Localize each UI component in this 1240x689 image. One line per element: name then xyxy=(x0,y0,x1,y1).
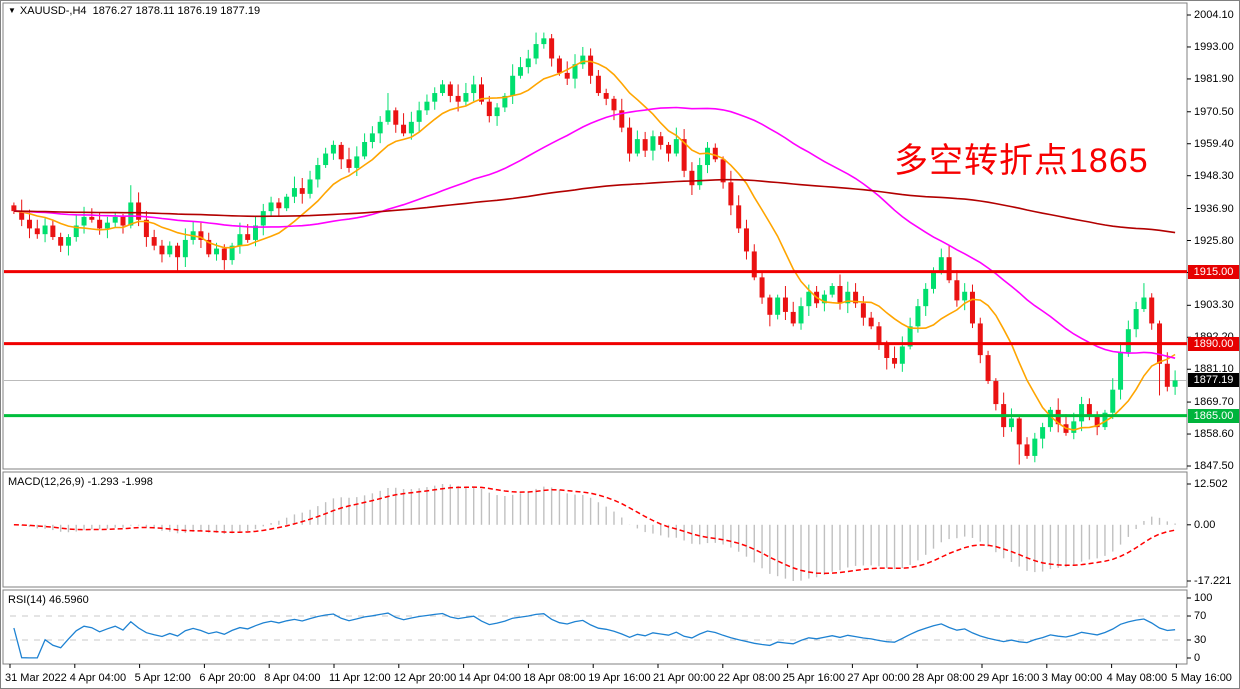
ohlc-quote: 1876.27 1878.11 1876.19 1877.19 xyxy=(92,5,261,17)
time-axis-label: 8 Apr 04:00 xyxy=(264,672,321,684)
time-axis-label: 6 Apr 20:00 xyxy=(199,672,256,684)
time-axis-label: 5 Apr 12:00 xyxy=(134,672,191,684)
time-axis-label: 31 Mar 2022 xyxy=(5,672,67,684)
candlestick-series xyxy=(11,32,1178,465)
macd-axis-label: 0.00 xyxy=(1194,518,1216,531)
ma-line-fast xyxy=(13,60,1176,431)
time-axis-label: 22 Apr 08:00 xyxy=(717,672,781,684)
price-tick-label: 1858.60 xyxy=(1194,428,1234,441)
price-tick-label: 1948.30 xyxy=(1194,169,1234,182)
time-axis-label: 21 Apr 00:00 xyxy=(653,672,716,684)
symbol-info: ▼ XAUUSD-,H4 1876.27 1878.11 1876.19 1877… xyxy=(8,5,260,17)
rsi-axis-label: 0 xyxy=(1194,652,1201,664)
symbol-dropdown-icon[interactable]: ▼ xyxy=(8,6,16,15)
symbol-name: XAUUSD-,H4 xyxy=(19,5,87,17)
price-tick-label: 1970.50 xyxy=(1194,105,1234,118)
time-axis-label: 4 Apr 04:00 xyxy=(69,672,127,684)
price-tick-label: 1903.30 xyxy=(1194,299,1234,312)
macd-indicator-label: MACD(12,26,9) -1.293 -1.998 xyxy=(8,476,153,488)
macd-pane[interactable] xyxy=(2,471,1188,588)
price-tick-label: 2004.10 xyxy=(1194,9,1234,21)
rsi-indicator-label: RSI(14) 46.5960 xyxy=(8,594,89,606)
price-badge-resistance-1890: 1890.00 xyxy=(1188,336,1239,351)
time-axis-label: 4 May 08:00 xyxy=(1106,672,1168,684)
price-badge-support-1865: 1865.00 xyxy=(1188,408,1239,423)
time-axis-label: 11 Apr 12:00 xyxy=(329,672,391,684)
time-axis-label: 25 Apr 16:00 xyxy=(782,672,845,684)
price-tick-label: 1869.70 xyxy=(1194,396,1234,409)
price-tick-label: 1936.90 xyxy=(1194,202,1234,215)
price-tick-label: 1993.00 xyxy=(1194,40,1234,53)
price-tick-label: 1925.80 xyxy=(1194,234,1234,247)
rsi-line xyxy=(13,612,1176,659)
time-axis-label: 18 Apr 08:00 xyxy=(523,672,586,684)
time-axis-label: 28 Apr 08:00 xyxy=(912,672,975,684)
time-axis-label: 29 Apr 16:00 xyxy=(977,672,1040,684)
price-tick-label: 1981.90 xyxy=(1194,72,1234,85)
macd-axis-label: 12.502 xyxy=(1194,478,1228,490)
time-axis-label: 27 Apr 00:00 xyxy=(847,672,910,684)
rsi-axis-label: 30 xyxy=(1194,634,1207,646)
macd-signal-line xyxy=(13,486,1176,575)
time-axis-label: 12 Apr 20:00 xyxy=(393,672,457,684)
rsi-axis-label: 70 xyxy=(1194,610,1207,622)
price-badge-resistance-1915: 1915.00 xyxy=(1188,264,1239,279)
ma-line-slow xyxy=(13,178,1176,234)
time-axis-label: 3 May 00:00 xyxy=(1041,672,1103,684)
time-axis-label: 5 May 16:00 xyxy=(1171,672,1232,684)
time-axis-label: 14 Apr 04:00 xyxy=(458,672,521,684)
price-tick-label: 1881.10 xyxy=(1194,363,1234,376)
price-tick-label: 1959.40 xyxy=(1194,137,1234,150)
time-axis-label: 19 Apr 16:00 xyxy=(588,672,651,684)
macd-axis-label: -17.221 xyxy=(1194,575,1232,587)
ma-line-medium xyxy=(13,106,1176,359)
annotation-text: 多空转折点1865 xyxy=(894,142,1149,180)
rsi-axis-label: 100 xyxy=(1194,592,1213,604)
price-badge-current-price: 1877.19 xyxy=(1188,373,1239,388)
price-tick-label: 1847.50 xyxy=(1194,460,1234,472)
main-pane[interactable] xyxy=(2,2,1188,470)
